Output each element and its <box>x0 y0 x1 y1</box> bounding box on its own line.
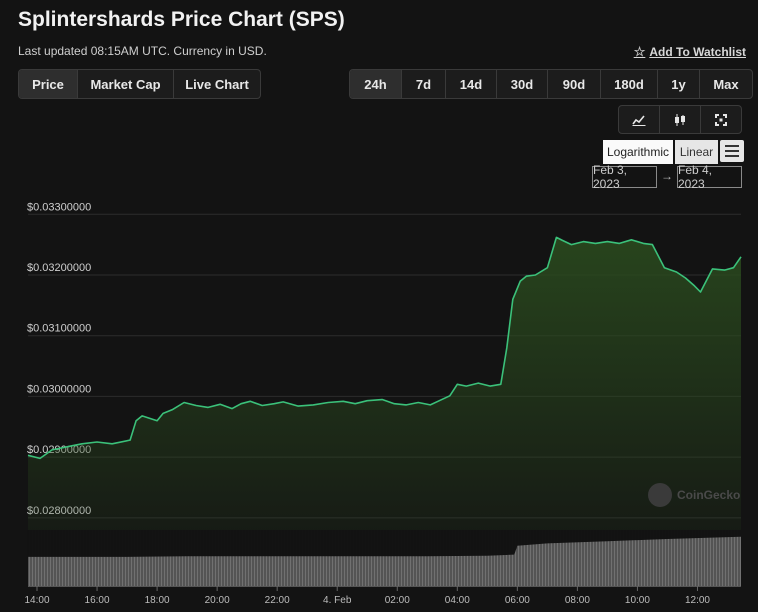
line-chart-icon[interactable] <box>619 106 660 133</box>
x-tick-label-11: 12:00 <box>685 595 710 606</box>
x-tick-label-3: 20:00 <box>205 595 230 606</box>
x-tick-label-0: 14:00 <box>24 595 49 606</box>
chart-tools <box>618 105 742 134</box>
star-icon: ☆ <box>633 44 646 59</box>
coingecko-watermark: CoinGecko <box>648 483 740 507</box>
time-range-tabs: 24h 7d 14d 30d 90d 180d 1y Max <box>349 69 753 99</box>
x-tick-label-5: 4. Feb <box>323 595 352 606</box>
add-to-watchlist-label: Add To Watchlist <box>649 45 746 59</box>
range-14d[interactable]: 14d <box>446 70 497 98</box>
coingecko-logo-icon <box>648 483 672 507</box>
tab-live-chart[interactable]: Live Chart <box>185 76 249 92</box>
y-tick-label-2: $0.03000000 <box>27 383 91 395</box>
volume-area <box>28 536 741 586</box>
range-180d[interactable]: 180d <box>601 70 658 98</box>
y-tick-label-4: $0.03200000 <box>27 262 91 274</box>
date-from-input[interactable]: Feb 3, 2023 <box>592 163 657 191</box>
add-to-watchlist-link[interactable]: ☆ Add To Watchlist <box>634 44 746 60</box>
price-line <box>27 236 742 460</box>
candlestick-icon[interactable] <box>660 106 701 133</box>
range-24h[interactable]: 24h <box>350 70 402 98</box>
chart-type-tabs: Price Market Cap Live Chart <box>18 69 261 99</box>
tab-price[interactable]: Price <box>19 70 78 98</box>
hamburger-menu-icon[interactable] <box>720 140 744 162</box>
x-tick-label-10: 10:00 <box>625 595 650 606</box>
date-to-input[interactable]: Feb 4, 2023 <box>677 163 742 191</box>
page-title: Splintershards Price Chart (SPS) <box>18 8 345 31</box>
range-90d[interactable]: 90d <box>548 70 601 98</box>
y-tick-label-5: $0.03300000 <box>27 201 91 213</box>
logarithmic-scale-button[interactable]: Logarithmic <box>603 140 673 164</box>
linear-scale-button[interactable]: Linear <box>675 140 718 164</box>
last-updated-text: Last updated 08:15AM UTC. Currency in US… <box>18 44 267 58</box>
date-range-arrow: → <box>661 169 673 183</box>
range-1y[interactable]: 1y <box>658 70 700 98</box>
x-tick-label-8: 06:00 <box>505 595 530 606</box>
x-tick-label-7: 04:00 <box>445 595 470 606</box>
tab-market-cap[interactable]: Market Cap <box>78 70 174 98</box>
fullscreen-icon[interactable] <box>701 106 741 133</box>
y-tick-label-3: $0.03100000 <box>27 323 91 335</box>
price-area-fill <box>28 237 741 530</box>
x-tick-label-1: 16:00 <box>85 595 110 606</box>
range-max[interactable]: Max <box>713 76 739 92</box>
watermark-label: CoinGecko <box>677 488 741 502</box>
range-7d[interactable]: 7d <box>402 70 446 98</box>
x-tick-label-2: 18:00 <box>145 595 170 606</box>
x-tick-label-6: 02:00 <box>385 595 410 606</box>
x-tick-label-4: 22:00 <box>265 595 290 606</box>
range-30d[interactable]: 30d <box>497 70 548 98</box>
x-tick-label-9: 08:00 <box>565 595 590 606</box>
